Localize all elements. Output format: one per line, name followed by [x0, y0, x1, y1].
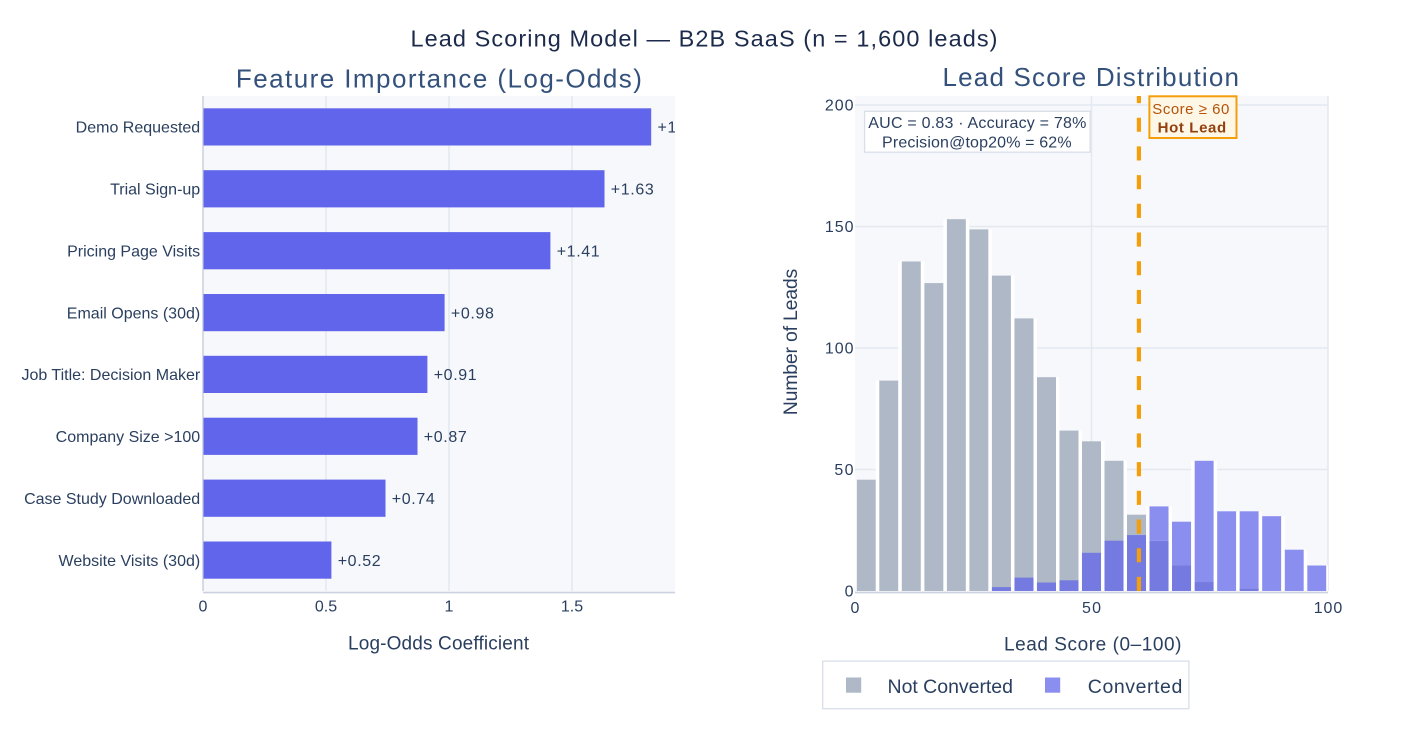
svg-text:0: 0 — [845, 584, 854, 601]
svg-text:Lead Score Distribution: Lead Score Distribution — [943, 62, 1240, 92]
svg-text:1.5: 1.5 — [561, 599, 583, 616]
svg-text:Trial Sign-up: Trial Sign-up — [110, 182, 200, 199]
svg-text:100: 100 — [1314, 600, 1343, 617]
svg-text:+0.52: +0.52 — [338, 553, 381, 570]
svg-text:0: 0 — [199, 599, 208, 616]
svg-text:Demo Requested: Demo Requested — [76, 120, 201, 137]
svg-text:1: 1 — [445, 599, 454, 616]
svg-text:+0.98: +0.98 — [451, 305, 494, 322]
svg-text:+1.41: +1.41 — [557, 243, 600, 260]
svg-text:+1.63: +1.63 — [611, 182, 654, 199]
svg-text:+0.74: +0.74 — [392, 491, 435, 508]
svg-text:Precision@top20% = 62%: Precision@top20% = 62% — [882, 134, 1072, 151]
svg-text:Lead Scoring Model — B2B SaaS: Lead Scoring Model — B2B SaaS (n = 1,600… — [411, 25, 998, 51]
svg-text:100: 100 — [825, 341, 854, 358]
svg-text:Email Opens (30d): Email Opens (30d) — [67, 305, 200, 322]
svg-text:Score ≥ 60: Score ≥ 60 — [1152, 101, 1229, 118]
svg-text:Log-Odds Coefficient: Log-Odds Coefficient — [348, 634, 530, 655]
svg-text:AUC = 0.83 · Accuracy = 78%: AUC = 0.83 · Accuracy = 78% — [868, 115, 1086, 132]
svg-text:+0.91: +0.91 — [434, 367, 477, 384]
svg-text:Number of Leads: Number of Leads — [780, 269, 802, 416]
svg-text:Lead Score (0–100): Lead Score (0–100) — [1004, 635, 1182, 656]
svg-text:Hot Lead: Hot Lead — [1158, 119, 1227, 136]
svg-text:0.5: 0.5 — [315, 599, 337, 616]
svg-text:Job Title: Decision Maker: Job Title: Decision Maker — [21, 367, 200, 384]
svg-text:+0.87: +0.87 — [424, 429, 467, 446]
svg-text:+1.82: +1.82 — [658, 120, 701, 137]
svg-text:50: 50 — [1082, 600, 1101, 617]
svg-text:Pricing Page Visits: Pricing Page Visits — [67, 243, 200, 260]
svg-text:0: 0 — [851, 600, 860, 617]
svg-text:Company Size >100: Company Size >100 — [56, 429, 201, 446]
svg-text:Feature Importance (Log-Odds): Feature Importance (Log-Odds) — [236, 63, 642, 93]
svg-text:50: 50 — [834, 462, 853, 479]
svg-text:150: 150 — [825, 219, 854, 236]
svg-text:Website Visits (30d): Website Visits (30d) — [59, 553, 201, 570]
svg-text:Converted: Converted — [1088, 676, 1183, 698]
svg-text:Case Study Downloaded: Case Study Downloaded — [24, 491, 200, 508]
svg-text:200: 200 — [825, 98, 854, 115]
svg-text:Not Converted: Not Converted — [888, 676, 1014, 698]
